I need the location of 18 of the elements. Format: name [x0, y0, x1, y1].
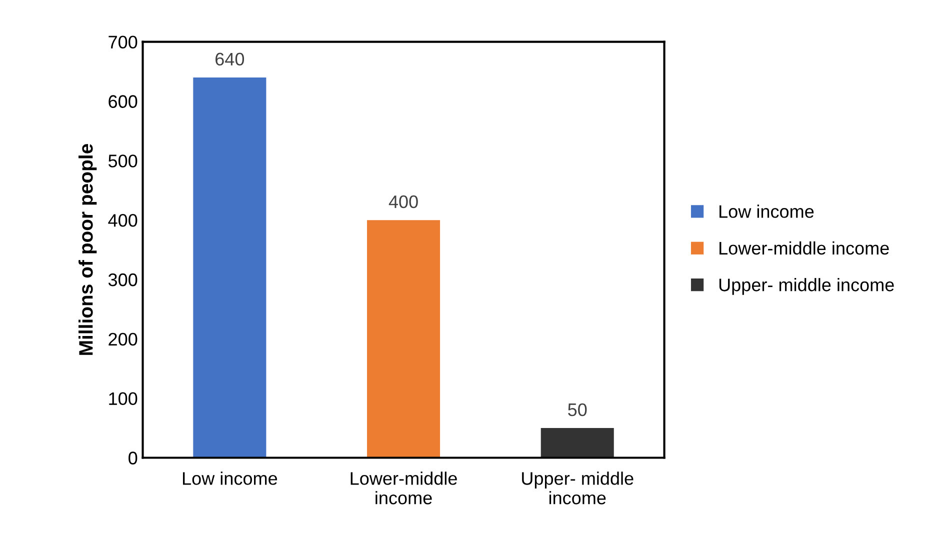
x-tick-label: Lower-middle income — [350, 472, 457, 504]
data-label: 50 — [568, 403, 587, 416]
data-label: 400 — [388, 195, 418, 208]
legend-label: Upper- middle income — [719, 278, 894, 295]
legend-label: Low income — [720, 204, 814, 218]
x-tick-label: Upper- middle income — [522, 472, 634, 504]
y-tick-label: 400 — [108, 214, 138, 227]
y-tick-label: 0 — [128, 452, 138, 464]
data-label: 640 — [216, 52, 244, 66]
y-axis-title: Millions of poor people — [78, 144, 97, 355]
legend-label: Lower-middle income — [720, 241, 889, 255]
y-tick-label: 300 — [108, 273, 138, 286]
y-tick-label: 700 — [108, 36, 138, 49]
y-tick-label: 500 — [108, 154, 138, 168]
y-tick-label: 200 — [108, 332, 138, 346]
x-tick-label: Low income — [182, 472, 278, 485]
y-tick-label: 600 — [108, 95, 138, 108]
y-tick-label: 100 — [109, 392, 138, 406]
